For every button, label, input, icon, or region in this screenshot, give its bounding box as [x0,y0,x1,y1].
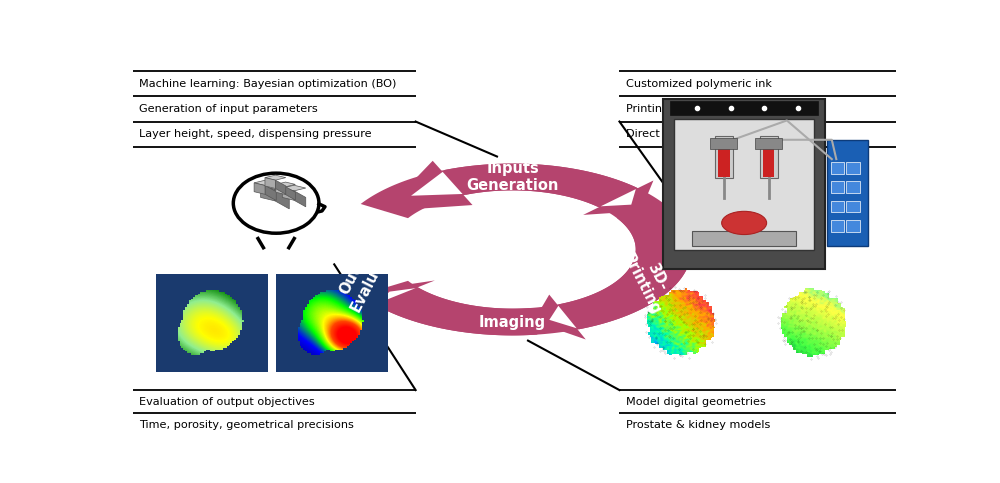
Polygon shape [276,185,286,195]
Polygon shape [534,295,586,340]
Polygon shape [377,288,416,303]
Text: Outputs
Evaluation: Outputs Evaluation [332,222,401,314]
Polygon shape [411,172,463,196]
Polygon shape [583,181,653,215]
Text: Model digital geometries: Model digital geometries [626,397,766,407]
Text: Imaging: Imaging [479,314,546,329]
Polygon shape [361,164,692,335]
Polygon shape [282,188,294,200]
Polygon shape [275,189,289,209]
Polygon shape [358,281,435,311]
Polygon shape [265,178,275,188]
Polygon shape [265,185,276,200]
Polygon shape [261,183,289,189]
Polygon shape [282,185,306,191]
Polygon shape [254,180,276,185]
Text: 3D-
Printing: 3D- Printing [620,243,679,317]
Ellipse shape [233,173,319,233]
Text: Evaluation of output objectives: Evaluation of output objectives [139,397,315,407]
Text: Machine learning: Bayesian optimization (BO): Machine learning: Bayesian optimization … [139,79,396,88]
Polygon shape [294,191,306,207]
Text: Direct ink writing: Direct ink writing [626,129,722,139]
Polygon shape [286,187,295,200]
Text: Printing pathways: Printing pathways [626,104,727,114]
Polygon shape [549,306,577,328]
Polygon shape [254,183,265,194]
Polygon shape [375,287,537,335]
Polygon shape [361,164,637,218]
Polygon shape [261,186,275,201]
Polygon shape [275,180,286,194]
Polygon shape [601,189,636,206]
Polygon shape [276,182,295,187]
Text: Prostate & kidney models: Prostate & kidney models [626,420,770,430]
Polygon shape [258,239,294,248]
Text: Customized polymeric ink: Customized polymeric ink [626,79,772,88]
Polygon shape [558,204,692,329]
Text: Inputs
Generation: Inputs Generation [466,161,559,193]
Text: Time, porosity, geometrical precisions: Time, porosity, geometrical precisions [139,420,354,430]
Text: Generation of input parameters: Generation of input parameters [139,104,318,114]
Text: Layer height, speed, dispensing pressure: Layer height, speed, dispensing pressure [139,129,372,139]
Polygon shape [384,161,473,211]
Polygon shape [265,175,286,180]
